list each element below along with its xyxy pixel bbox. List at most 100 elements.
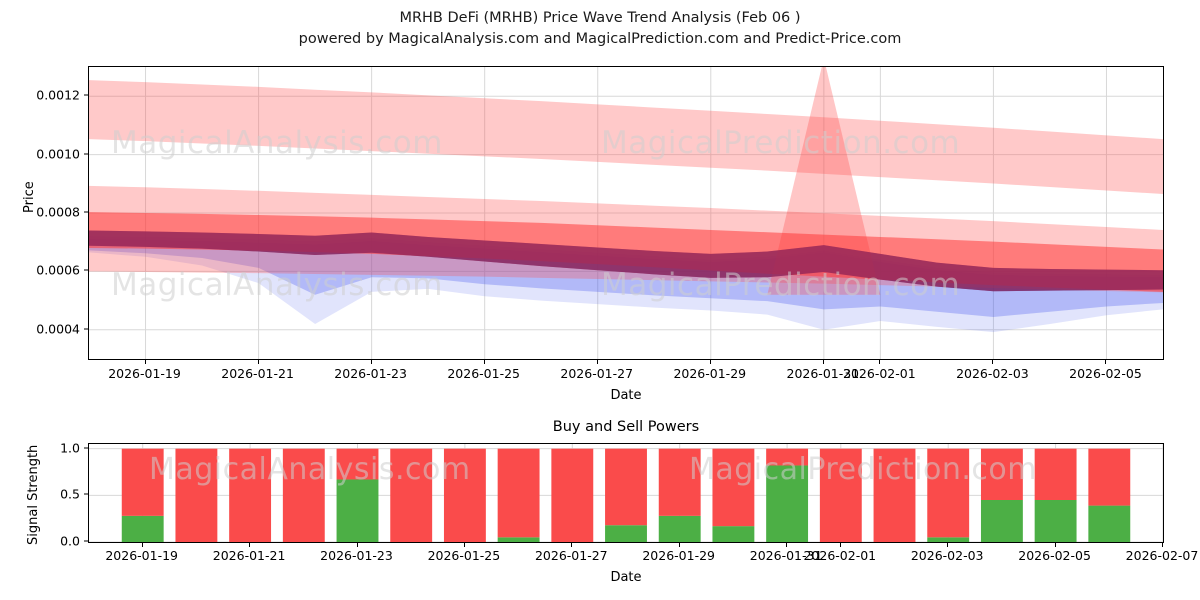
x-axis-tick-label: 2026-01-27 [560,366,634,381]
bar-buy-power [497,537,540,542]
x-axis-tick-label: 2026-02-05 [1069,366,1142,381]
bar-sell-power [873,448,916,542]
x-axis-tick-mark [144,360,146,364]
bar-sell-power [390,448,433,542]
y-axis-tick-mark [84,153,88,155]
signal-x-axis-tick-label: 2026-02-01 [803,548,877,563]
bar-sell-power [336,448,379,480]
bar-sell-power [658,448,701,516]
bar-group [658,448,701,542]
signal-x-axis-tick-mark [249,543,251,547]
bar-group [551,448,594,542]
bar-group [282,448,325,542]
bar-group [229,448,272,542]
signal-x-axis-tick-label: 2026-01-27 [534,548,608,563]
signal-x-axis-tick-label: 2026-02-07 [1125,548,1199,563]
x-axis-tick-mark [822,360,824,364]
y-axis-tick-mark [84,211,88,213]
y-axis-tick-mark [84,94,88,96]
signal-x-axis-tick-mark [839,543,841,547]
bar-group [605,448,647,542]
price-wave-chart-axes: MagicalAnalysis.com MagicalPrediction.com… [88,66,1164,360]
x-axis-tick-mark [709,360,711,364]
signal-chart-title: Buy and Sell Powers [552,419,700,435]
bar-group [1034,448,1077,542]
bar-group [873,448,916,542]
bar-sell-power [443,448,486,542]
bar-buy-power [605,525,647,542]
bar-buy-power [927,537,970,542]
signal-x-axis-tick-label: 2026-01-25 [427,548,501,563]
signal-y-axis-tick-label: 0.5 [60,486,80,502]
bar-sell-power [712,448,755,527]
wave-band-upper-red-band-outer [89,80,1163,195]
bar-group [175,448,218,542]
bar-sell-power [980,448,1023,500]
y-axis-tick-label: 0.0010 [36,146,80,162]
y-axis-title: Price [22,181,37,213]
wave-band-blue-band-inner [89,239,1163,317]
y-axis-tick-label: 0.0004 [36,321,80,337]
bar-group [1088,448,1131,542]
x-axis-title: Date [610,388,642,403]
signal-x-axis-tick-mark [463,543,465,547]
bar-buy-power [1088,505,1131,542]
signal-x-axis-tick-mark [356,543,358,547]
y-axis-tick-label: 0.0008 [36,204,80,220]
bar-sell-power [282,448,325,542]
y-axis-tick-mark [84,269,88,271]
page-subtitle: powered by MagicalAnalysis.com and Magic… [298,31,902,47]
bar-sell-power [1034,448,1077,500]
bar-buy-power [336,479,379,542]
bar-group [443,448,486,542]
signal-x-axis-tick-label: 2026-01-29 [642,548,716,563]
y-axis-tick-label: 0.0006 [36,262,80,278]
bar-sell-power [229,448,272,542]
signal-x-axis-title: Date [610,570,642,585]
bar-sell-power [605,448,647,526]
wave-band-core-purple [89,230,1163,292]
page-title: MRHB DeFi (MRHB) Price Wave Trend Analys… [399,10,801,26]
bar-buy-power [1034,500,1077,542]
bar-group [980,448,1023,542]
bar-sell-power [551,448,594,542]
signal-x-axis-tick-mark [947,543,949,547]
bar-group [927,448,970,542]
bar-sell-power [927,448,970,538]
x-axis-tick-label: 2026-01-21 [221,366,294,381]
signal-x-axis-tick-mark [571,543,573,547]
signal-x-axis-tick-label: 2026-01-19 [105,548,179,563]
signal-x-axis-tick-label: 2026-02-05 [1018,548,1091,563]
signal-y-axis-tick-mark [84,493,88,495]
signal-y-axis-tick-mark [84,447,88,449]
bar-group [121,448,164,542]
bar-sell-power [121,448,164,516]
title-block: MRHB DeFi (MRHB) Price Wave Trend Analys… [0,8,1200,50]
bar-buy-power [712,526,755,542]
bar-group [336,448,379,542]
y-axis-tick-label: 0.0012 [36,87,80,103]
x-axis-tick-mark [257,360,259,364]
signal-x-axis-tick-label: 2026-01-21 [212,548,286,563]
bar-group [390,448,433,542]
bar-group [497,448,540,542]
bar-group [819,448,862,542]
x-axis-tick-label: 2026-01-19 [108,366,181,381]
x-axis-tick-label: 2026-01-31 [786,366,860,381]
x-axis-tick-label: 2026-01-29 [673,366,747,381]
bar-sell-power [497,448,540,538]
y-axis-tick-mark [84,328,88,330]
bar-buy-power [658,515,701,542]
signal-x-axis-tick-mark [678,543,680,547]
signal-x-axis-tick-label: 2026-01-23 [320,548,393,563]
price-wave-plot [89,67,1163,359]
bar-group [712,448,755,542]
x-axis-tick-label: 2026-01-23 [334,366,407,381]
signal-x-axis-tick-mark [1162,543,1163,547]
signal-x-axis-tick-label: 2026-01-31 [749,548,823,563]
signal-x-axis-tick-mark [1054,543,1056,547]
bar-sell-power [819,448,862,542]
signal-y-axis-title: Signal Strength [26,444,41,545]
bar-buy-power [766,465,809,542]
